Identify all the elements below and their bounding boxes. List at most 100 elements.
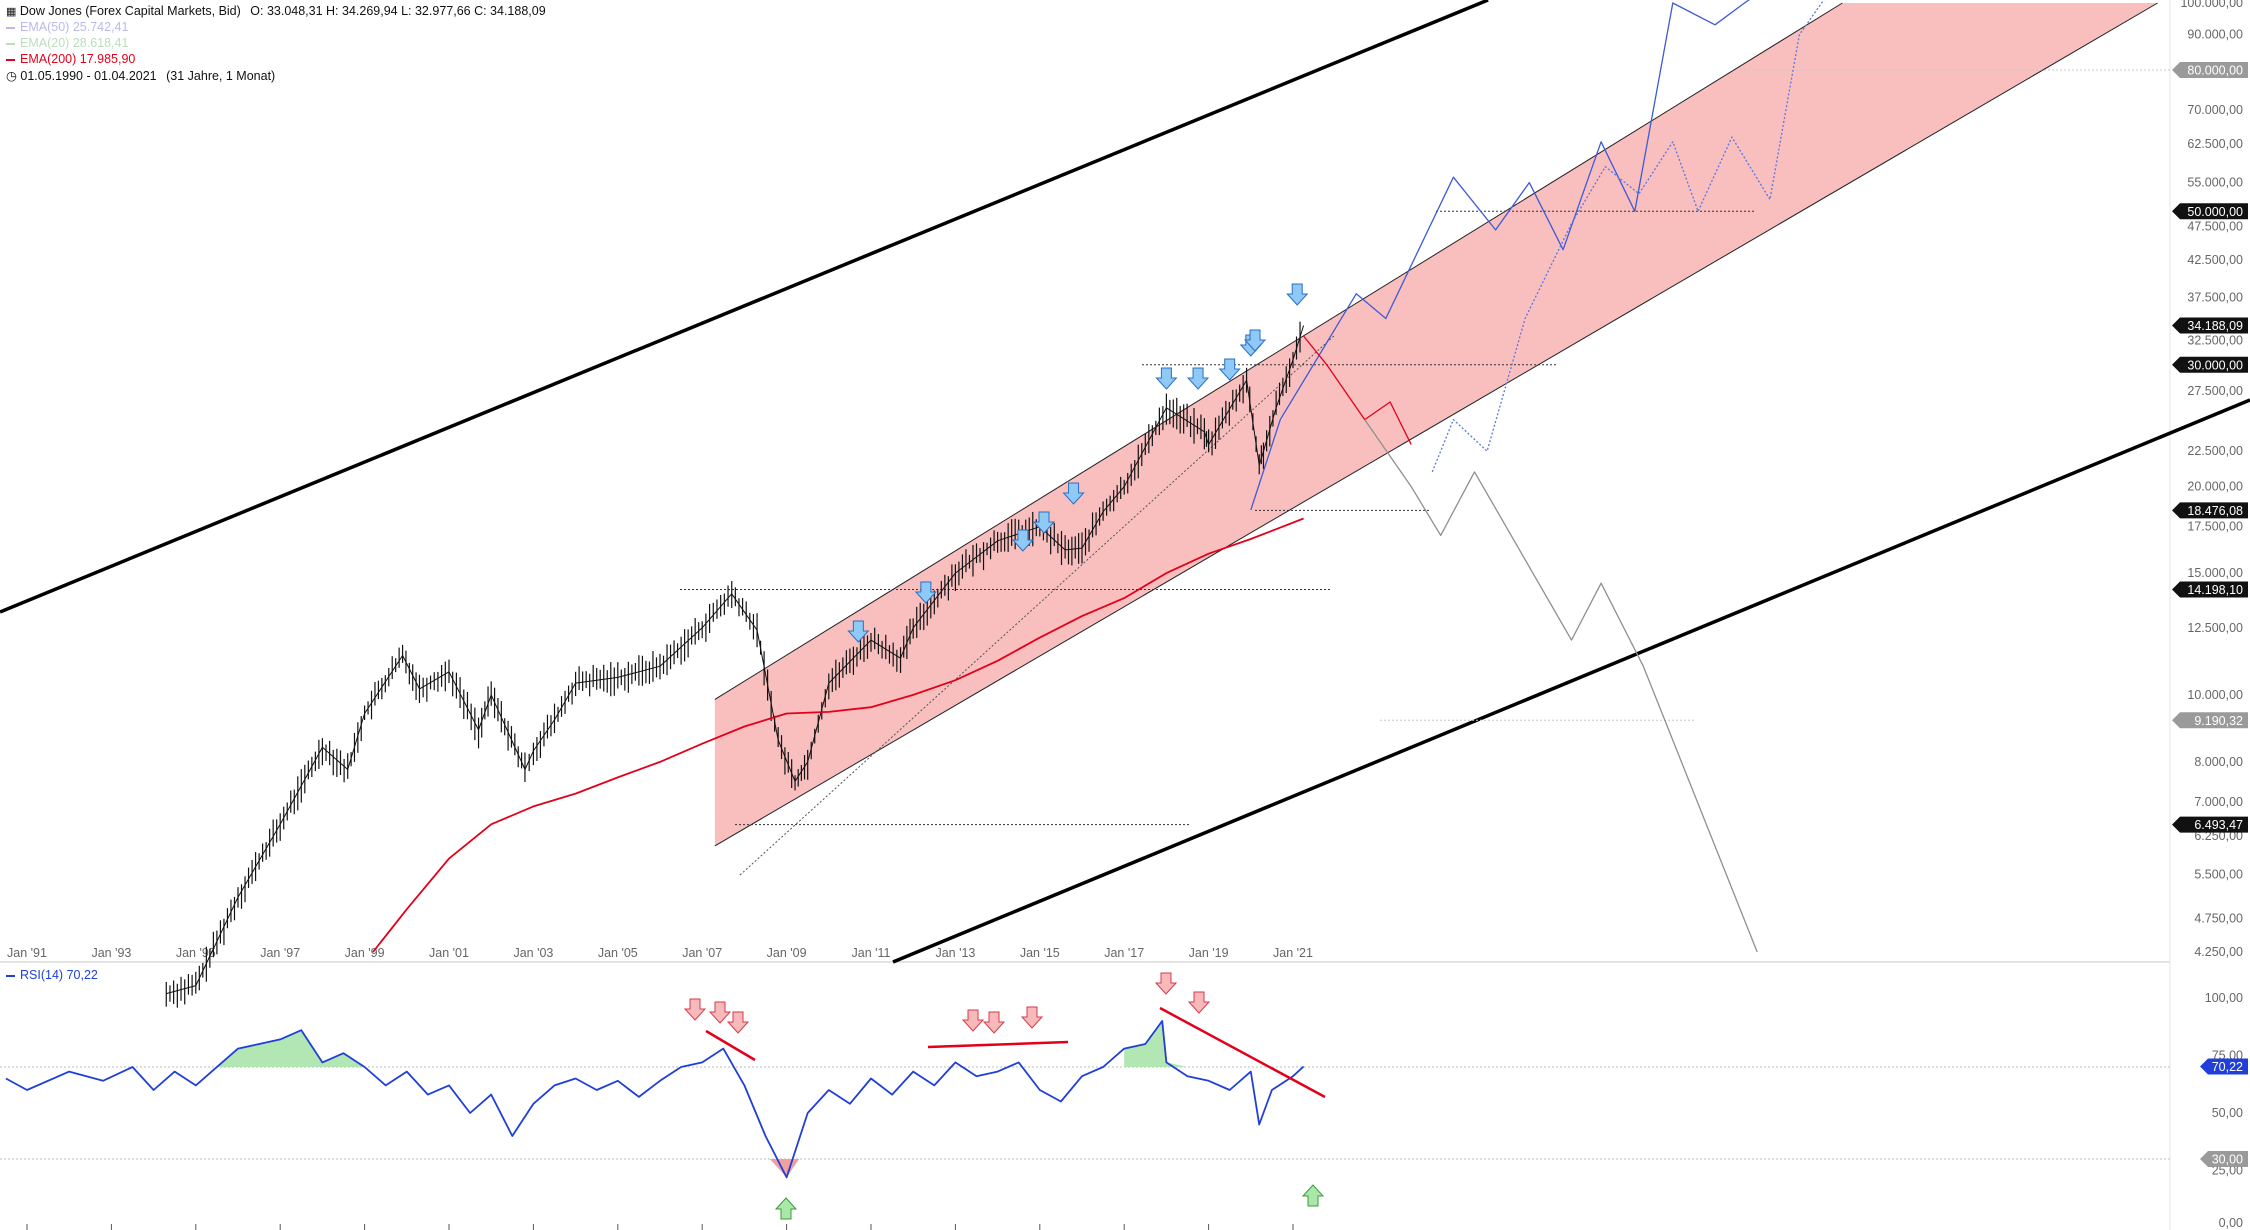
y-tick-label: 4.750,00 bbox=[2194, 912, 2243, 926]
price-tag-label: 50.000,00 bbox=[2187, 205, 2243, 219]
price-tag-label: 14.198,10 bbox=[2187, 583, 2243, 597]
down-arrow-icon bbox=[1032, 511, 1056, 534]
down-arrow-icon bbox=[914, 581, 937, 604]
channel-lower-line bbox=[714, 2, 2158, 847]
y-tick-label: 7.000,00 bbox=[2194, 795, 2243, 809]
y-tick-label: 10.000,00 bbox=[2187, 688, 2243, 702]
x-tick-label: Jan '01 bbox=[429, 946, 469, 960]
down-arrow-icon bbox=[1218, 358, 1241, 381]
down-arrow-icon bbox=[982, 1011, 1006, 1034]
clock-icon: ◷ bbox=[6, 69, 17, 83]
price-tag: 6.493,47 bbox=[2172, 816, 2248, 833]
ema20-swatch bbox=[6, 42, 15, 45]
ema200-value: 17.985,90 bbox=[79, 52, 136, 66]
price-tag: 9.190,32 bbox=[2172, 712, 2248, 729]
y-tick-label: 27.500,00 bbox=[2187, 384, 2243, 398]
rsi-value: 70,22 bbox=[66, 968, 98, 982]
price-series-line bbox=[166, 325, 1305, 995]
y-tick-label: 8.000,00 bbox=[2194, 755, 2243, 769]
y-tick-label: 62.500,00 bbox=[2187, 137, 2243, 151]
x-tick-label: Jan '91 bbox=[7, 946, 47, 960]
y-tick-label: 22.500,00 bbox=[2187, 444, 2243, 458]
rsi-legend[interactable]: RSI(14) 70,22 bbox=[6, 968, 98, 982]
price-tag: 14.198,10 bbox=[2172, 581, 2248, 598]
y-tick-label: 4.250,00 bbox=[2194, 945, 2243, 959]
y-tick-label: 15.000,00 bbox=[2187, 566, 2243, 580]
price-tag-bg bbox=[2172, 816, 2248, 833]
down-arrow-icon bbox=[1154, 972, 1178, 995]
chart-header: ▦ Dow Jones (Forex Capital Markets, Bid)… bbox=[6, 4, 546, 18]
projection-gray-path bbox=[1364, 419, 1758, 953]
rsi-overbought-fill bbox=[1124, 1021, 1188, 1067]
x-tick-label: Jan '11 bbox=[852, 946, 891, 960]
y-tick-label: 42.500,00 bbox=[2187, 253, 2243, 267]
instrument-title[interactable]: Dow Jones (Forex Capital Markets, Bid) bbox=[19, 4, 241, 18]
price-tag-label: 9.190,32 bbox=[2194, 714, 2243, 728]
y-tick-label: 17.500,00 bbox=[2187, 520, 2243, 534]
y-tick-label: 100.000,00 bbox=[2180, 0, 2243, 10]
down-arrow-icon bbox=[1187, 991, 1211, 1014]
legend-ema50[interactable]: EMA(50) 25.742,41 bbox=[6, 20, 128, 34]
y-tick-label: 47.500,00 bbox=[2187, 220, 2243, 234]
price-tag-label: 6.493,47 bbox=[2194, 818, 2243, 832]
x-tick-label: Jan '09 bbox=[767, 946, 807, 960]
bars-icon[interactable]: ▦ bbox=[6, 6, 17, 18]
x-tick-label: Jan '07 bbox=[682, 946, 722, 960]
ema200-label: EMA(200) bbox=[20, 52, 77, 66]
down-arrow-icon bbox=[1186, 367, 1210, 390]
x-tick-label: Jan '13 bbox=[935, 946, 975, 960]
price-tag-bg bbox=[2172, 317, 2248, 334]
rsi-value-tag: 70,22 bbox=[2200, 1058, 2248, 1075]
ema200-swatch bbox=[6, 58, 15, 61]
x-tick-label: Jan '21 bbox=[1273, 946, 1313, 960]
date-range: ◷ 01.05.1990 - 01.04.2021 (31 Jahre, 1 M… bbox=[6, 68, 275, 83]
price-tag-bg bbox=[2172, 62, 2248, 79]
price-tag-label: 30.000,00 bbox=[2187, 358, 2243, 372]
price-tag-bg bbox=[2172, 356, 2248, 373]
ema50-label: EMA(50) bbox=[20, 20, 70, 34]
rsi-value-tag: 30,00 bbox=[2200, 1151, 2248, 1167]
y-tick-label: 32.500,00 bbox=[2187, 334, 2243, 348]
down-arrow-icon bbox=[1243, 329, 1267, 352]
x-tick-label: Jan '99 bbox=[345, 946, 385, 960]
duration-text: (31 Jahre, 1 Monat) bbox=[166, 69, 276, 83]
legend-ema20[interactable]: EMA(20) 28.618,41 bbox=[6, 36, 128, 50]
legend-ema200[interactable]: EMA(200) 17.985,90 bbox=[6, 52, 135, 66]
down-arrow-icon bbox=[726, 1011, 750, 1034]
long-term-lower-trendline bbox=[892, 398, 2250, 964]
rsi-line bbox=[5, 1020, 1305, 1179]
down-arrow-icon bbox=[961, 1009, 985, 1032]
y-tick-label: 37.500,00 bbox=[2187, 291, 2243, 305]
y-tick-label: 90.000,00 bbox=[2187, 28, 2243, 42]
x-tick-label: Jan '97 bbox=[260, 946, 300, 960]
ohlc-readout: O: 33.048,31 H: 34.269,94 L: 32.977,66 C… bbox=[250, 4, 546, 18]
price-tag: 80.000,00 bbox=[2172, 62, 2248, 79]
y-tick-label: 55.000,00 bbox=[2187, 176, 2243, 190]
x-tick-label: Jan '17 bbox=[1104, 946, 1144, 960]
rsi-y-tick-label: 100,00 bbox=[2205, 991, 2243, 1005]
x-tick-label: Jan '03 bbox=[513, 946, 553, 960]
rsi-tag-bg bbox=[2200, 1058, 2248, 1075]
rsi-divergence-line bbox=[1159, 1006, 1326, 1099]
price-tag-bg bbox=[2172, 203, 2248, 220]
y-tick-label: 12.500,00 bbox=[2187, 621, 2243, 635]
y-tick-label: 5.500,00 bbox=[2194, 868, 2243, 882]
rsi-divergence-line bbox=[705, 1029, 756, 1062]
date-range-text: 01.05.1990 - 01.04.2021 bbox=[20, 69, 157, 83]
down-arrow-icon bbox=[1062, 482, 1085, 505]
rsi-y-tick-label: 50,00 bbox=[2212, 1106, 2243, 1120]
price-tag-label: 80.000,00 bbox=[2187, 64, 2243, 78]
down-arrow-icon bbox=[683, 998, 707, 1021]
y-tick-label: 70.000,00 bbox=[2187, 103, 2243, 117]
ema20-value: 28.618,41 bbox=[72, 36, 129, 50]
mid-trend-dotted bbox=[739, 334, 1336, 876]
rsi-tag-label: 30,00 bbox=[2212, 1153, 2243, 1167]
x-tick-label: Jan '93 bbox=[91, 946, 131, 960]
down-arrow-icon bbox=[1020, 1006, 1044, 1029]
price-tag: 18.476,08 bbox=[2172, 502, 2248, 519]
rsi-tag-label: 70,22 bbox=[2212, 1060, 2243, 1074]
down-arrow-icon bbox=[1011, 529, 1035, 552]
rsi-divergence-line bbox=[927, 1040, 1069, 1049]
price-tag-bg bbox=[2172, 581, 2248, 598]
